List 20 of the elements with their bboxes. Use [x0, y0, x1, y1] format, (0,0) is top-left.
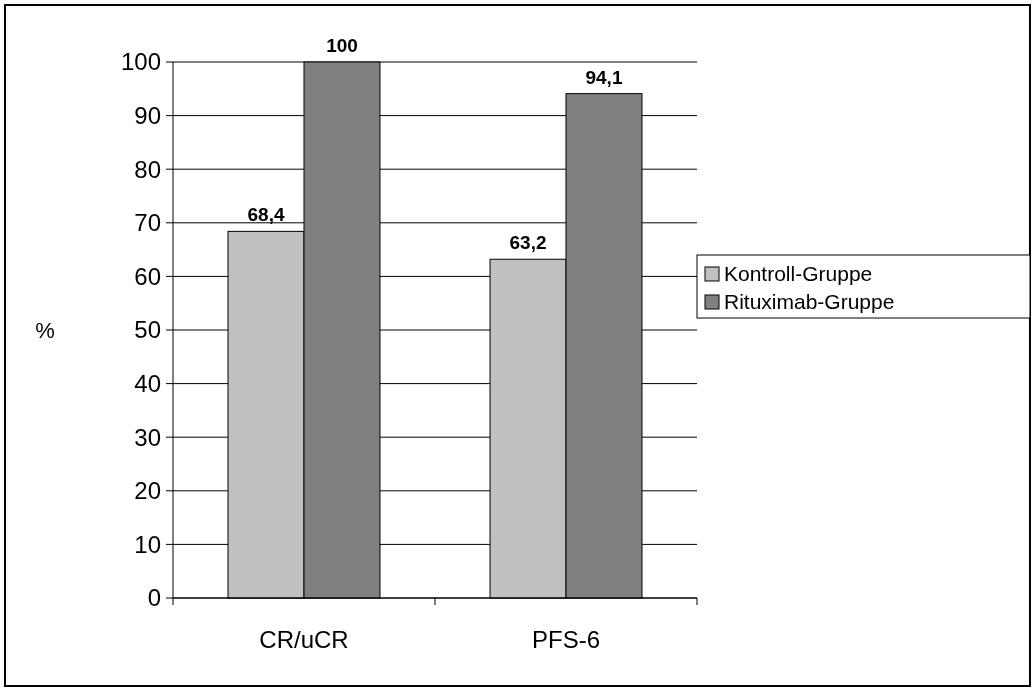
y-tick-label: 20 — [134, 477, 161, 505]
data-label: 68,4 — [247, 204, 285, 226]
data-label: 94,1 — [585, 66, 623, 88]
y-tick-label: 30 — [134, 423, 161, 451]
y-tick-label: 0 — [147, 584, 161, 612]
x-tick-label: CR/uCR — [259, 626, 349, 653]
y-tick-label: 100 — [120, 48, 161, 76]
y-tick-label: 90 — [134, 102, 161, 129]
y-tick-label: 80 — [134, 155, 161, 183]
y-axis-title: % — [35, 318, 55, 343]
legend-label: Kontroll-Gruppe — [724, 262, 873, 286]
legend-label: Rituximab-Gruppe — [724, 290, 895, 314]
y-tick-label: 10 — [134, 530, 161, 558]
data-label: 63,2 — [509, 232, 547, 254]
y-tick-label: 60 — [134, 262, 161, 290]
x-tick-label: PFS-6 — [531, 626, 601, 653]
data-label: 100 — [326, 35, 358, 56]
y-tick-label: 70 — [134, 209, 161, 237]
y-tick-label: 40 — [134, 370, 161, 397]
y-tick-label: 50 — [134, 316, 161, 344]
